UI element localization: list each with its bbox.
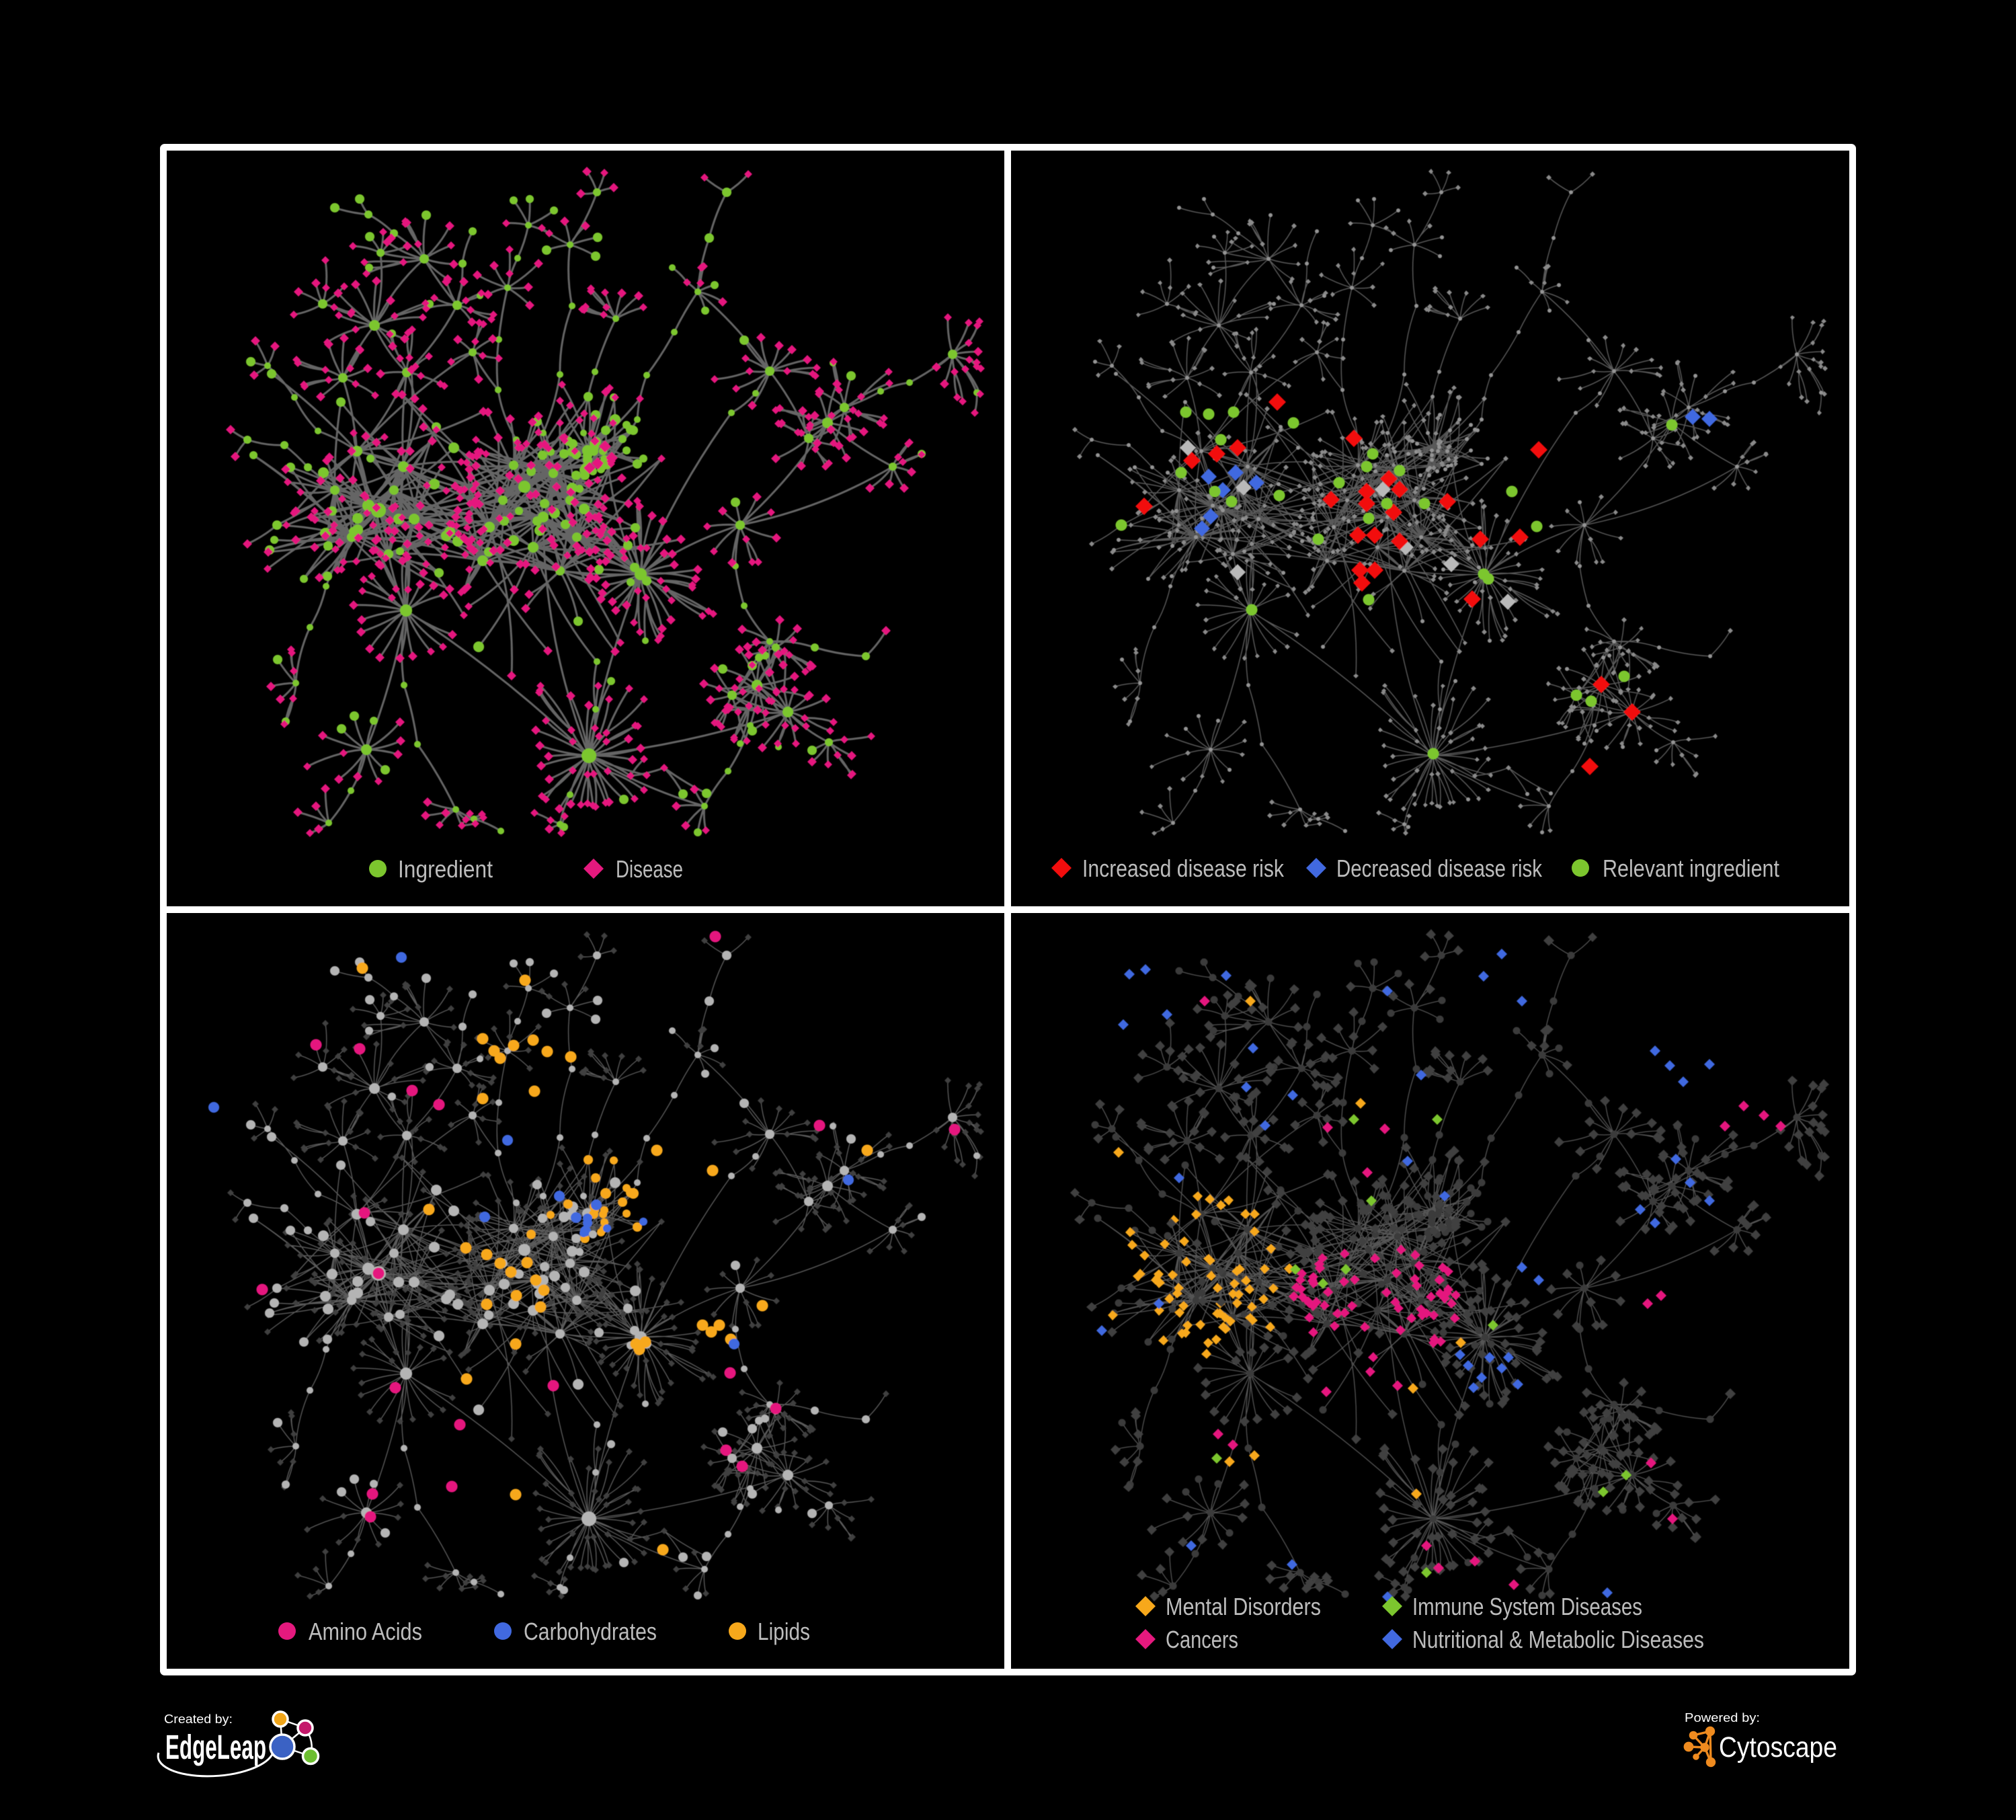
svg-text:Powered by:: Powered by:	[1685, 1710, 1760, 1725]
svg-text:Cytoscape: Cytoscape	[1719, 1731, 1837, 1764]
svg-text:Ingredient: Ingredient	[398, 855, 493, 883]
svg-text:Nutritional & Metabolic Diseas: Nutritional & Metabolic Diseases	[1412, 1626, 1704, 1653]
svg-text:EdgeLeap: EdgeLeap	[165, 1728, 266, 1766]
svg-text:Cancers: Cancers	[1166, 1626, 1238, 1653]
svg-text:Mental Disorders: Mental Disorders	[1166, 1593, 1321, 1620]
svg-text:Carbohydrates: Carbohydrates	[524, 1618, 657, 1645]
svg-text:Created by:: Created by:	[164, 1712, 233, 1726]
svg-text:Decreased disease risk: Decreased disease risk	[1336, 855, 1543, 882]
svg-text:Disease: Disease	[616, 855, 683, 883]
svg-text:Amino Acids: Amino Acids	[309, 1618, 422, 1645]
svg-text:Relevant ingredient: Relevant ingredient	[1603, 855, 1779, 882]
svg-text:Increased disease risk: Increased disease risk	[1082, 855, 1285, 882]
svg-text:Lipids: Lipids	[758, 1618, 810, 1645]
svg-text:Immune System Diseases: Immune System Diseases	[1412, 1593, 1642, 1620]
